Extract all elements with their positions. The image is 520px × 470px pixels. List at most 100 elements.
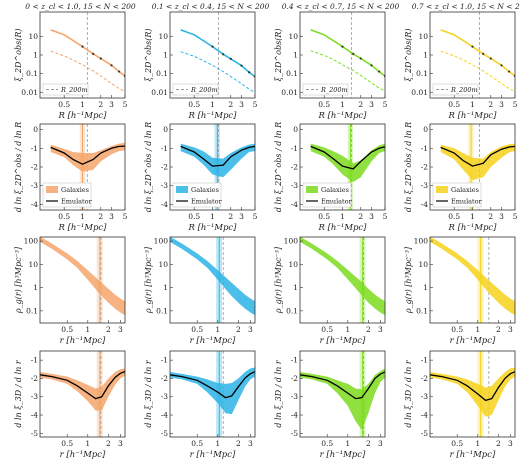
y-tick-label: -2 <box>291 163 299 172</box>
x-axis-label: r [h⁻¹Mpc] <box>450 336 496 346</box>
panel-frame <box>299 236 386 324</box>
y-tick-label: 100 <box>284 237 299 246</box>
panel-frame <box>39 236 126 324</box>
x-tick-label: 5 <box>253 212 258 221</box>
galaxy-band <box>440 143 515 181</box>
plot-area <box>40 237 125 323</box>
x-tick-label: 0.5 <box>318 212 330 221</box>
y-tick-label: 1 <box>33 283 38 292</box>
y-tick-label: 0.1 <box>26 69 38 78</box>
legend-swatch-galaxies <box>46 186 58 193</box>
subhalo-curve <box>440 50 515 93</box>
x-tick-label: 3 <box>499 212 504 221</box>
galaxy-band <box>170 367 255 415</box>
x-tick-label: 0.5 <box>58 212 70 221</box>
y-tick-label: -4 <box>31 200 39 209</box>
data-point <box>500 64 503 67</box>
x-tick-label: 2 <box>496 325 501 334</box>
y-axis-label: ρ_g(r) [h³Mpc⁻³] <box>274 246 283 314</box>
x-tick-label: 2 <box>228 100 233 109</box>
legend-label: Galaxies <box>451 186 479 194</box>
x-tick-label: 3 <box>248 439 253 448</box>
y-tick-label: 0.01 <box>281 88 298 97</box>
y-axis-label: ξ_2D^obs(R) <box>14 29 23 82</box>
emulator-curve <box>180 145 255 167</box>
x-axis-label: R [h⁻¹Mpc] <box>187 223 237 233</box>
panel-frame <box>429 236 516 324</box>
x-tick-label: 2 <box>496 439 501 448</box>
y-tick-label: 10 <box>28 32 38 41</box>
legend-label: R_200m <box>60 86 88 94</box>
y-tick-label: -5 <box>291 429 299 438</box>
plot-area <box>300 351 385 437</box>
x-tick-label: 2 <box>98 212 103 221</box>
y-tick-label: 0 <box>423 125 428 134</box>
x-tick-label: 2 <box>228 212 233 221</box>
y-tick-label: 0.1 <box>26 306 38 315</box>
y-tick-label: -4 <box>31 411 39 420</box>
fit-curve <box>440 29 515 77</box>
data-point <box>81 45 84 48</box>
x-tick-label: 1 <box>340 100 345 109</box>
y-tick-label: 0.1 <box>416 306 428 315</box>
emulator-curve <box>40 370 125 400</box>
y-tick-label: 1 <box>423 51 428 60</box>
data-point <box>118 70 121 73</box>
x-tick-label: 1 <box>470 100 475 109</box>
subhalo-curve <box>310 50 385 92</box>
panel-r0-c2: 0.5 1 2 3 5 0.01 0.1 1 10 R [h⁻¹Mpc] ξ_2D^obs(R) 0.… <box>274 2 400 121</box>
x-tick-label: 1 <box>340 212 345 221</box>
plot-area <box>180 12 255 98</box>
panel-title: 0.1 < z_cl < 0.4, 15 < N < 200 <box>152 2 270 11</box>
x-tick-label: 0.5 <box>448 100 460 109</box>
x-tick-label: 2 <box>488 212 493 221</box>
y-tick-label: 0.1 <box>156 69 168 78</box>
y-tick-label: -5 <box>31 429 39 438</box>
y-tick-label: 0.1 <box>156 306 168 315</box>
x-axis-label: R [h⁻¹Mpc] <box>447 223 497 233</box>
x-tick-label: 3 <box>378 325 383 334</box>
x-tick-label: 2 <box>236 439 241 448</box>
x-axis-label: r [h⁻¹Mpc] <box>190 336 236 346</box>
emulator-curve <box>300 371 385 400</box>
x-axis-label: r [h⁻¹Mpc] <box>190 450 236 460</box>
x-axis-label: R [h⁻¹Mpc] <box>57 111 107 121</box>
y-axis-label: d ln ξ_2D^obs / d ln R <box>144 122 153 212</box>
panel-r3-c2: 0.5 1 2 3 -1 -2 -3 -4 -5 r [h⁻¹Mpc] d ln ξ_3D / d … <box>274 350 386 460</box>
x-tick-label: 3 <box>248 325 253 334</box>
plot-area <box>40 351 125 437</box>
y-tick-label: -4 <box>291 200 299 209</box>
y-tick-label: -1 <box>421 144 428 153</box>
legend: R_200m <box>172 83 219 96</box>
y-tick-label: 100 <box>154 237 169 246</box>
y-tick-label: 1 <box>293 283 298 292</box>
x-tick-label: 3 <box>499 100 504 109</box>
y-tick-label: 10 <box>288 260 298 269</box>
panel-r2-c0: 0.5 1 2 3 0.1 1 10 100 r [h⁻¹Mpc] ρ_g(r) [h³Mpc⁻³… <box>14 236 126 346</box>
data-point <box>352 52 355 55</box>
galaxy-band <box>300 368 385 430</box>
y-tick-label: -4 <box>421 411 429 420</box>
x-tick-label: 1 <box>85 325 90 334</box>
x-tick-label: 1 <box>475 325 480 334</box>
y-tick-label: 10 <box>418 260 428 269</box>
panel-r2-c3: 0.5 1 2 3 0.1 1 10 100 r [h⁻¹Mpc] ρ_g(r) [h³Mpc⁻³… <box>404 236 516 346</box>
y-tick-label: 10 <box>158 260 168 269</box>
x-tick-label: 0.5 <box>318 100 330 109</box>
x-axis-label: r [h⁻¹Mpc] <box>320 450 366 460</box>
x-tick-label: 0.5 <box>191 325 203 334</box>
x-tick-label: 0.5 <box>448 212 460 221</box>
x-axis-label: R [h⁻¹Mpc] <box>447 111 497 121</box>
plot-area <box>440 12 515 98</box>
y-axis-label: ξ_2D^obs(R) <box>144 29 153 82</box>
y-tick-label: -3 <box>31 392 39 401</box>
x-tick-label: 5 <box>253 100 258 109</box>
panel-frame <box>169 350 256 438</box>
panel-r1-c0: 0.5 1 2 3 5 0 -1 -2 -3 -4 R [h⁻¹Mpc] d ln ξ_2D^obs … <box>14 122 128 233</box>
legend-label: R_200m <box>190 86 218 94</box>
data-point <box>99 57 102 60</box>
legend-label: R_200m <box>450 86 478 94</box>
data-point <box>211 45 214 48</box>
legend: R_200m <box>432 83 479 96</box>
x-tick-label: 1 <box>215 325 220 334</box>
